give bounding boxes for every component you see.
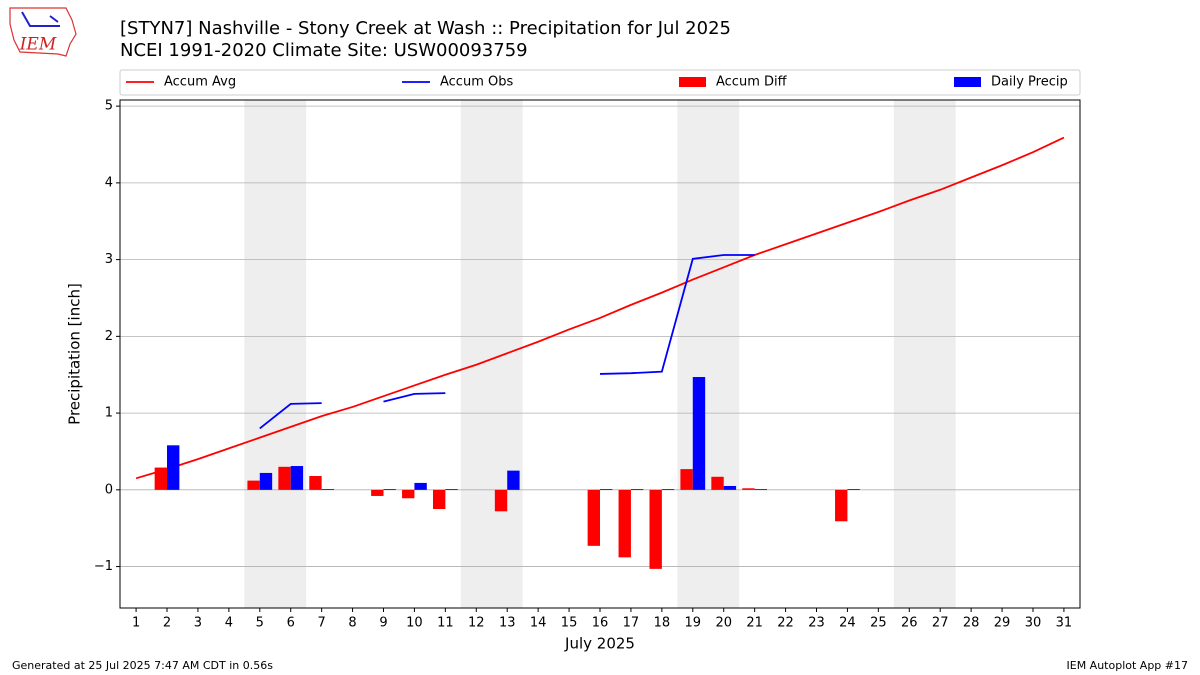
x-tick-label: 27	[932, 616, 949, 631]
y-tick-label: 5	[105, 99, 113, 114]
x-tick-label: 5	[256, 616, 264, 631]
logo: IEM	[9, 7, 77, 57]
x-tick-label: 3	[194, 616, 202, 631]
x-tick-label: 23	[808, 616, 825, 631]
x-tick-label: 2	[163, 616, 171, 631]
y-axis-label: Precipitation [inch]	[66, 283, 84, 425]
bar	[711, 476, 724, 490]
bar	[371, 489, 384, 496]
y-tick-label: 3	[105, 252, 113, 267]
bar	[259, 472, 273, 490]
line	[135, 136, 1065, 480]
bar	[290, 466, 304, 490]
y-tick-label: 0	[105, 482, 113, 497]
x-tick-label: 8	[348, 616, 356, 631]
bar	[600, 489, 613, 490]
x-tick-label: 12	[468, 616, 485, 631]
bar	[692, 377, 706, 490]
x-tick-label: 26	[901, 616, 918, 631]
weekend-shade	[677, 100, 740, 608]
x-tick-label: 19	[685, 616, 702, 631]
x-tick-label: 28	[963, 616, 980, 631]
weekend-shade	[460, 100, 523, 608]
legend-label: Accum Diff	[716, 75, 788, 90]
y-tick-label: 1	[105, 406, 113, 421]
bar	[167, 445, 180, 490]
legend-label: Accum Obs	[440, 75, 513, 90]
x-tick-label: 1	[132, 616, 140, 631]
bar	[507, 470, 520, 490]
bar	[618, 489, 631, 558]
bar	[278, 466, 291, 490]
bar	[309, 476, 322, 490]
x-tick-label: 7	[318, 616, 326, 631]
bar	[494, 489, 508, 512]
x-tick-label: 22	[777, 616, 794, 631]
bar	[414, 482, 427, 490]
bar	[661, 489, 675, 490]
bar	[754, 489, 768, 490]
x-tick-label: 25	[870, 616, 887, 631]
bar	[723, 485, 737, 490]
bar	[383, 489, 396, 490]
weekend-shade	[244, 100, 307, 608]
x-tick-label: 21	[746, 616, 763, 631]
bar	[247, 480, 260, 490]
x-tick-label: 17	[623, 616, 640, 631]
bar	[321, 489, 335, 490]
logo-text: IEM	[19, 35, 57, 55]
legend-label: Daily Precip	[991, 75, 1068, 90]
bar	[742, 488, 755, 490]
legend-swatch	[954, 77, 981, 87]
chart-subtitle: NCEI 1991-2020 Climate Site: USW00093759	[120, 40, 528, 61]
plot-frame	[119, 99, 1081, 609]
chart-title: [STYN7] Nashville - Stony Creek at Wash …	[120, 18, 731, 39]
bar	[587, 489, 600, 546]
bar	[847, 489, 860, 490]
footer-left: Generated at 25 Jul 2025 7:47 AM CDT in …	[12, 659, 273, 672]
x-tick-label: 13	[499, 616, 516, 631]
footer-right: IEM Autoplot App #17	[1067, 659, 1189, 672]
bar	[445, 489, 458, 490]
bar	[835, 489, 848, 522]
bar	[680, 469, 693, 490]
bar	[649, 489, 662, 569]
bar	[402, 489, 415, 499]
x-tick-label: 29	[994, 616, 1011, 631]
bar	[154, 467, 168, 490]
legend-label: Accum Avg	[164, 75, 236, 90]
x-tick-label: 20	[715, 616, 732, 631]
weekend-shade	[893, 100, 956, 608]
x-tick-label: 24	[839, 616, 856, 631]
line	[259, 254, 755, 430]
x-tick-label: 4	[225, 616, 233, 631]
x-tick-label: 9	[379, 616, 387, 631]
x-tick-label: 6	[287, 616, 295, 631]
y-tick-label: 2	[105, 329, 113, 344]
y-tick-label: −1	[94, 559, 113, 574]
x-tick-label: 31	[1056, 616, 1073, 631]
y-tick-label: 4	[105, 175, 113, 190]
x-tick-label: 18	[654, 616, 671, 631]
x-tick-label: 15	[561, 616, 578, 631]
legend	[119, 69, 1081, 96]
legend-swatch	[679, 77, 706, 87]
x-tick-label: 30	[1025, 616, 1042, 631]
x-tick-label: 10	[406, 616, 423, 631]
x-tick-label: 11	[437, 616, 454, 631]
x-axis-label: July 2025	[564, 635, 635, 653]
x-tick-label: 14	[530, 616, 547, 631]
logo-icon	[21, 11, 60, 27]
x-tick-label: 16	[592, 616, 609, 631]
bar	[630, 489, 644, 490]
bar	[432, 489, 446, 510]
